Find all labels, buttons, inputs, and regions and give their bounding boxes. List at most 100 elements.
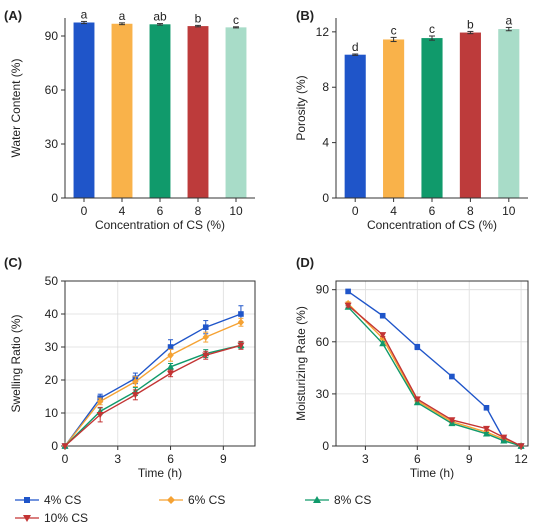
panel1-y-tick-label: 0 [51, 191, 58, 205]
legend-marker-diamond-icon [159, 496, 183, 504]
legend: 4% CS 6% CS 8% CS 10% CS [8, 489, 548, 527]
panel2-y-tick-label: 12 [316, 25, 330, 39]
panel4-data-point-square [414, 344, 421, 350]
panel4-data-point-triangle-down [448, 417, 456, 424]
panel2-y-tick-label: 8 [322, 80, 329, 94]
panel4-x-tick-label: 12 [514, 452, 528, 466]
panel1-x-tick-label: 8 [195, 204, 202, 218]
panel2-bar [344, 54, 366, 198]
panel3-x-tick-label: 6 [167, 452, 174, 466]
panel4-y-tick-label: 60 [316, 335, 330, 349]
panel2-significance-letter: a [505, 13, 512, 27]
legend-label-8cs: 8% CS [334, 493, 372, 507]
panel3-data-point-triangle-down [61, 443, 69, 450]
panel3-y-tick-label: 20 [45, 373, 59, 387]
panel4-y-tick-label: 0 [322, 439, 329, 453]
panel3-x-axis-title: Time (h) [138, 466, 182, 480]
panel3-data-point-triangle-down [131, 392, 139, 399]
legend-label-6cs: 6% CS [188, 493, 226, 507]
panel3-x-tick-label: 3 [114, 452, 121, 466]
panel1-bar [73, 22, 95, 198]
panel2-x-tick-label: 4 [390, 204, 397, 218]
panel4-data-point-triangle-down [500, 434, 508, 442]
panel4-panel-label: (D) [296, 255, 314, 270]
panel4-data-point-square [345, 288, 351, 295]
panel3-x-tick-label: 9 [220, 452, 227, 466]
panel2-x-tick-label: 6 [429, 204, 436, 218]
panel4-data-point-triangle-down [517, 443, 525, 450]
panel3-y-tick-label: 30 [45, 340, 59, 354]
panel2-bar [421, 38, 443, 199]
panel3-series-line-2 [64, 321, 242, 447]
panel4-y-axis-title: Moisturizing Rate (%) [294, 306, 308, 421]
panel2-x-axis-title: Concentration of CS (%) [367, 218, 497, 232]
panel2-x-tick-label: 8 [467, 204, 474, 218]
legend-marker-triangle-down-icon [15, 515, 39, 522]
panel1-bar [111, 23, 133, 199]
panel1-x-tick-label: 6 [157, 204, 164, 218]
panel3-series-line-1 [64, 313, 242, 447]
panel3-data-point-triangle-down [237, 342, 245, 350]
legend-item-4cs: 4% CS [14, 491, 81, 509]
panel4-data-point-square [483, 404, 490, 411]
panel4-x-axis-title: Time (h) [410, 466, 454, 480]
panel1-x-axis-title: Concentration of CS (%) [95, 218, 225, 232]
panel2-significance-letter: c [429, 22, 435, 36]
panel4-y-tick-label: 30 [316, 387, 330, 401]
panel3-data-point-diamond [237, 318, 245, 326]
panel1-x-tick-label: 4 [119, 204, 126, 218]
panel2-y-axis-title: Porosity (%) [294, 75, 308, 140]
panel4-data-point-triangle-up [379, 339, 387, 347]
legend-item-6cs: 6% CS [158, 491, 225, 509]
panel1-y-tick-label: 90 [45, 29, 59, 43]
panel4-data-point-triangle-down [413, 396, 421, 403]
panel2-x-tick-label: 0 [352, 204, 359, 218]
panel4-data-point-triangle-down [482, 425, 490, 433]
panel3-data-point-triangle-down [202, 352, 210, 359]
panel3-series-line-3 [64, 344, 242, 447]
panel4-data-point-square [449, 373, 455, 380]
panel4-data-point-triangle-up [482, 430, 490, 437]
panel2-panel-label: (B) [296, 8, 314, 23]
panel1-panel-label: (A) [4, 8, 22, 23]
panel2-significance-letter: d [352, 40, 359, 54]
legend-label-4cs: 4% CS [44, 493, 82, 507]
panel4-data-point-triangle-down [344, 302, 352, 310]
panel3-data-point-triangle-up [167, 363, 175, 370]
panel4-data-point-square [379, 312, 386, 319]
panel3-y-tick-label: 50 [45, 274, 59, 288]
panel2-significance-letter: c [391, 23, 397, 37]
panel3-data-point-diamond [96, 397, 104, 406]
panel3-data-point-square [202, 324, 209, 330]
panel4-plot-frame [335, 280, 529, 447]
panel4-x-tick-label: 3 [362, 452, 369, 466]
panel3-y-tick-label: 10 [45, 406, 59, 420]
panel2-x-tick-label: 10 [502, 204, 516, 218]
panel1-y-tick-label: 30 [45, 137, 59, 151]
legend-marker-triangle-up-icon [305, 496, 329, 503]
legend-marker-square-icon [15, 497, 39, 503]
panel1-bar [225, 27, 247, 198]
panel3-plot-frame [64, 280, 256, 447]
panel1-x-tick-label: 0 [81, 204, 88, 218]
panel2-y-tick-label: 4 [322, 136, 329, 150]
panel3-data-point-triangle-down [167, 370, 175, 378]
panel2-bar [383, 39, 405, 198]
legend-item-8cs: 8% CS [304, 491, 371, 509]
panel1-significance-letter: b [195, 11, 202, 25]
panel3-data-point-square [167, 344, 174, 350]
panel4-series-line-1 [347, 290, 522, 447]
panel4-x-tick-label: 9 [466, 452, 473, 466]
panel4-data-point-triangle-down [379, 332, 387, 339]
panel1-y-axis-title: Water Content (%) [9, 59, 23, 158]
panel4-x-tick-label: 6 [414, 452, 421, 466]
panel1-significance-letter: c [233, 13, 239, 27]
panel1-significance-letter: ab [153, 10, 167, 24]
panel1-significance-letter: a [119, 9, 126, 23]
panel1-bar [149, 24, 171, 198]
panel2-y-tick-label: 0 [322, 191, 329, 205]
panel4-series-line-4 [347, 304, 522, 447]
panel2-bar [459, 32, 481, 199]
panel3-data-point-diamond [167, 351, 174, 359]
